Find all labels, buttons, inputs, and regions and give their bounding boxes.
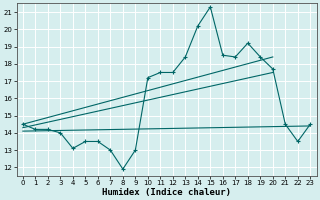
X-axis label: Humidex (Indice chaleur): Humidex (Indice chaleur) — [102, 188, 231, 197]
